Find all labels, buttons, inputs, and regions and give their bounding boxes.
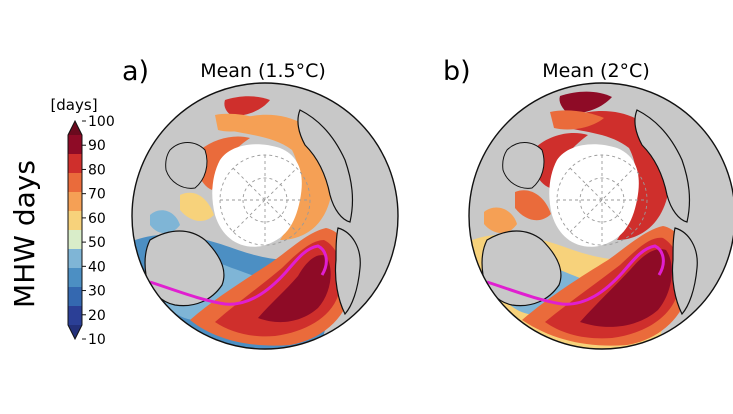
map-a-pacific-red bbox=[224, 96, 270, 116]
map-b-greenland-orange bbox=[484, 207, 517, 233]
map-b-contour bbox=[486, 244, 665, 306]
map-b-canada-islands-land bbox=[502, 142, 545, 189]
map-a-russia-land bbox=[297, 109, 354, 223]
map-b-beaufort-orange bbox=[515, 190, 551, 221]
colorbar-title: MHW days bbox=[8, 160, 41, 308]
colorbar-tick-label-10: 10 bbox=[88, 332, 106, 348]
colorbar-bin-9 bbox=[68, 135, 82, 154]
colorbar-tick-label-100: 100 bbox=[88, 114, 115, 130]
map-a-contour bbox=[149, 244, 328, 306]
colorbar-over-arrow bbox=[68, 121, 82, 135]
map-b-graticule bbox=[556, 154, 648, 246]
colorbar-bin-6 bbox=[68, 192, 82, 211]
map-a-beaufort-yellow bbox=[180, 192, 214, 222]
map-panel-b: b) Mean (2°C) bbox=[443, 56, 733, 350]
colorbar: MHW days [days] 10 20 30 40 50 60 70 80 90 100 bbox=[8, 96, 115, 348]
colorbar-bin-8 bbox=[68, 154, 82, 173]
map-panel-a: a) Mean (1.5°C) bbox=[122, 56, 399, 350]
colorbar-bin-3 bbox=[68, 249, 82, 268]
colorbar-tick-label-30: 30 bbox=[88, 284, 106, 300]
map-a-pacific-orange bbox=[215, 113, 262, 132]
colorbar-bin-1 bbox=[68, 287, 82, 306]
colorbar-outline bbox=[67, 119, 83, 341]
colorbar-bin-2 bbox=[68, 268, 82, 287]
colorbar-under-arrow bbox=[68, 325, 82, 339]
map-a-canada-islands-land bbox=[165, 142, 208, 189]
map-b-atlantic-darkred bbox=[580, 249, 672, 327]
map-b-russia-land bbox=[634, 109, 691, 223]
panel-b-label: b) bbox=[443, 56, 471, 87]
colorbar-tick-label-50: 50 bbox=[88, 235, 106, 251]
panel-a-label: a) bbox=[122, 56, 149, 87]
panel-a-title: Mean (1.5°C) bbox=[200, 60, 326, 82]
colorbar-bin-4 bbox=[68, 230, 82, 249]
colorbar-tick-label-20: 20 bbox=[88, 308, 106, 324]
map-a-atlantic-darkred bbox=[258, 255, 331, 323]
colorbar-tick-label-90: 90 bbox=[88, 138, 106, 154]
colorbar-bin-5 bbox=[68, 211, 82, 230]
map-b-pacific-darkred bbox=[559, 91, 612, 114]
map-b-scandinavia-land bbox=[671, 227, 698, 316]
colorbar-tick-label-40: 40 bbox=[88, 259, 106, 275]
colorbar-bins bbox=[67, 119, 83, 341]
panel-b-title: Mean (2°C) bbox=[542, 60, 650, 82]
map-b-pacific-orange bbox=[550, 110, 604, 130]
colorbar-unit: [days] bbox=[50, 96, 97, 114]
colorbar-ticks: 10 20 30 40 50 60 70 80 90 100 bbox=[82, 114, 115, 348]
colorbar-tick-label-80: 80 bbox=[88, 162, 106, 178]
colorbar-tick-label-60: 60 bbox=[88, 211, 106, 227]
colorbar-bin-0 bbox=[68, 306, 82, 325]
map-a-graticule bbox=[219, 154, 311, 246]
map-b-border bbox=[468, 82, 733, 350]
map-a-border bbox=[131, 82, 399, 350]
colorbar-tick-label-70: 70 bbox=[88, 187, 106, 203]
map-a-scandinavia-land bbox=[334, 227, 361, 316]
map-a-greenland-blue bbox=[150, 210, 180, 234]
colorbar-bin-7 bbox=[68, 173, 82, 192]
